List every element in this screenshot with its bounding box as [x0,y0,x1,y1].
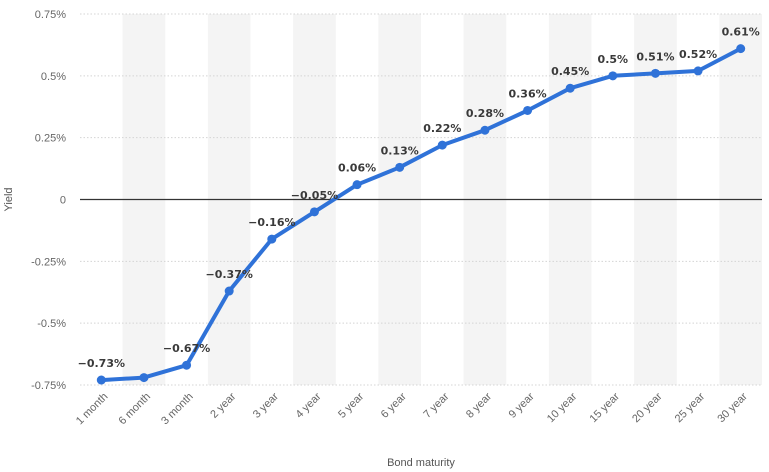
data-point [480,125,490,135]
y-axis-title: Yield [3,187,15,211]
data-point [523,105,533,115]
data-point [437,140,447,150]
y-tick-label: -0.25% [31,256,66,268]
x-tick-label: 8 year [464,390,494,420]
x-tick-label: 15 year [587,390,622,425]
y-axis-ticks: 0.75% 0.5% 0.25% 0 -0.25% -0.5% -0.75% [31,9,66,392]
series-layer [96,44,746,385]
x-tick-label: 9 year [507,390,537,420]
x-tick-label: 2 year [208,390,238,420]
data-label: 0.28% [466,107,504,120]
data-label: 0.45% [551,65,589,78]
data-label: 0.51% [636,50,674,63]
y-tick-label: -0.75% [31,380,66,392]
x-tick-label: 5 year [336,390,366,420]
data-label: −0.16% [248,216,295,229]
data-label: 0.06% [338,162,376,175]
y-tick-label: 0 [60,195,66,207]
data-label: 0.22% [423,122,461,135]
data-point [650,68,660,78]
data-label: 0.13% [381,144,419,157]
data-point [565,83,575,93]
series-line [99,46,743,383]
data-labels: −0.73% −0.67% −0.37% −0.16% −0.05% 0.06% 0.13%… [78,26,760,370]
x-tick-label: 1 month [74,391,111,428]
data-point [96,375,106,385]
data-label: 0.52% [679,48,717,61]
x-axis-title: Bond maturity [387,457,455,469]
y-tick-label: 0.5% [41,71,66,83]
x-tick-label: 20 year [630,390,665,425]
data-point [352,180,362,190]
x-tick-label: 10 year [545,390,580,425]
x-axis-ticks: 1 month 6 month 3 month 2 year 3 year 4 year 5… [74,390,750,427]
x-tick-label: 3 year [251,390,281,420]
data-point [309,207,319,217]
y-tick-label: -0.5% [37,318,66,330]
data-point [736,44,746,54]
x-tick-label: 6 year [379,390,409,420]
data-label: 0.36% [508,87,546,100]
x-tick-label: 3 month [159,391,196,428]
data-label: −0.05% [291,189,338,202]
y-tick-label: 0.25% [35,133,66,145]
data-label: −0.73% [78,357,125,370]
data-point [608,71,618,81]
x-tick-label: 30 year [715,390,750,425]
gridlines [80,13,762,386]
data-label: −0.67% [163,342,210,355]
data-point [693,66,703,76]
y-tick-label: 0.75% [35,9,66,21]
data-point [395,162,405,172]
data-point [224,286,234,296]
data-label: −0.37% [205,268,252,281]
data-point [267,234,277,244]
x-tick-label: 7 year [421,390,451,420]
x-tick-label: 25 year [673,390,708,425]
data-point [182,360,192,370]
data-label: 0.5% [598,53,629,66]
data-point [139,373,149,383]
data-label: 0.61% [722,26,760,39]
x-tick-label: 6 month [116,391,153,428]
x-tick-label: 4 year [293,390,323,420]
